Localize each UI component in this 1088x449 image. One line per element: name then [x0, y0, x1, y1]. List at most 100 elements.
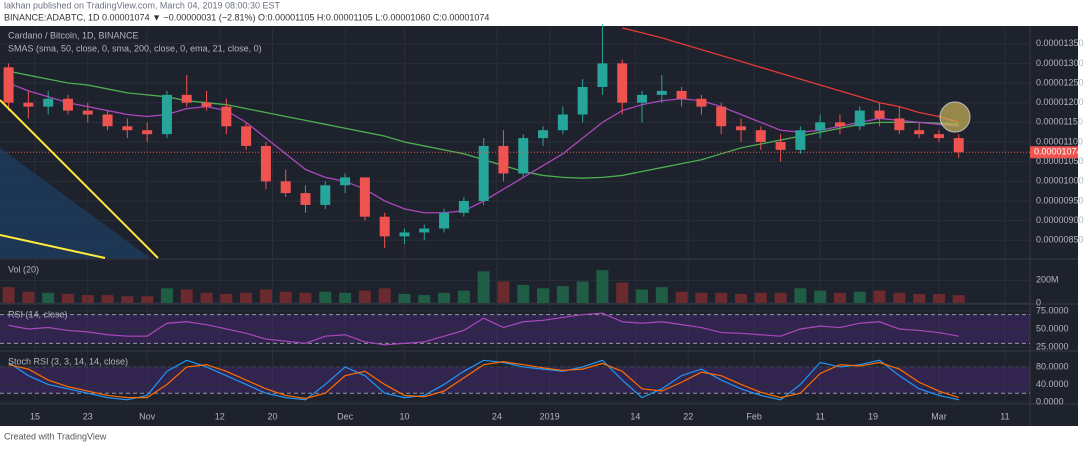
candle-body	[498, 145, 509, 174]
candle-body	[676, 90, 687, 99]
volume-bar	[715, 292, 728, 303]
x-tick-label: 24	[492, 411, 502, 421]
candle-body	[3, 67, 14, 103]
candle-body	[617, 63, 628, 103]
candle-body	[854, 110, 865, 127]
volume-bar	[774, 292, 787, 303]
candle-body	[439, 212, 450, 229]
candle-body	[359, 177, 370, 217]
x-tick-label: Mar	[931, 411, 947, 421]
volume-bar	[477, 271, 490, 303]
volume-bar	[853, 291, 866, 303]
x-tick-label: 2019	[540, 411, 560, 421]
candle-body	[953, 138, 964, 153]
x-tick-label: 11	[1000, 411, 1009, 421]
candle-body	[656, 90, 667, 95]
y-tick-label: 0.00001200	[1036, 97, 1084, 107]
volume-bar	[952, 295, 965, 303]
highlight-circle	[939, 101, 971, 133]
indicator-line	[8, 359, 959, 401]
y-tick-label: 0	[1036, 297, 1041, 307]
y-tick-label: 40.0000	[1036, 379, 1069, 389]
candle-body	[161, 94, 172, 135]
x-tick-label: 22	[683, 411, 693, 421]
volume-bar	[596, 270, 609, 303]
x-tick-label: 15	[30, 411, 40, 421]
x-tick-label: 12	[215, 411, 225, 421]
candle-body	[755, 130, 766, 143]
candle-body	[221, 106, 232, 127]
volume-bar	[497, 281, 510, 303]
volume-bar	[893, 292, 906, 303]
y-tick-label: 0.00001350	[1036, 38, 1084, 48]
candle-body	[716, 106, 727, 127]
y-tick-label: 50.0000	[1036, 323, 1069, 333]
candle-body	[23, 102, 34, 107]
x-tick-label: 19	[868, 411, 878, 421]
indicator-line	[8, 361, 959, 400]
volume-bar	[42, 292, 55, 303]
chart-title: Cardano / Bitcoin, 1D, BINANCE	[8, 30, 139, 40]
candle-body	[241, 126, 252, 146]
volume-bar	[180, 289, 193, 303]
pane-title: Stoch RSI (3, 3, 14, 14, close)	[8, 356, 128, 366]
x-tick-label: 11	[816, 411, 825, 421]
candle-body	[597, 63, 608, 87]
volume-bar	[259, 289, 272, 303]
y-tick-label: 0.00001050	[1036, 156, 1084, 166]
y-tick-label: 25.0000	[1036, 341, 1069, 351]
candle-body	[102, 114, 113, 127]
volume-bar	[438, 292, 451, 303]
last-price-label: 0.00001074	[1034, 147, 1082, 157]
volume-bar	[121, 296, 134, 303]
band	[0, 366, 1030, 394]
volume-bar	[81, 295, 94, 303]
candle-body	[478, 145, 489, 201]
candle-body	[577, 86, 588, 115]
triangle-drawing	[0, 148, 150, 258]
candle-body	[874, 110, 885, 119]
volume-bar	[279, 291, 292, 303]
trend-line	[0, 234, 106, 259]
x-tick-label: Nov	[139, 411, 156, 421]
candle-body	[62, 98, 73, 111]
candle-body	[458, 200, 469, 213]
indicator-line	[622, 27, 959, 123]
candle-body	[379, 216, 390, 237]
volume-bar	[457, 290, 470, 303]
x-tick-label: Dec	[337, 411, 354, 421]
publish-line: lakhan published on TradingView.com, Mar…	[4, 0, 281, 10]
y-tick-label: 200M	[1036, 275, 1059, 285]
y-tick-label: 0.00000950	[1036, 195, 1084, 205]
volume-bar	[576, 281, 589, 303]
symbol-line: BINANCE:ADABTC, 1D 0.00001074 ▼ −0.00000…	[4, 12, 489, 22]
candle-body	[43, 98, 54, 107]
volume-bar	[537, 288, 550, 303]
volume-bar	[2, 287, 15, 303]
candle-body	[201, 102, 212, 107]
volume-bar	[160, 288, 173, 303]
volume-bar	[873, 290, 886, 303]
candle-body	[300, 193, 311, 205]
candle-body	[538, 130, 549, 139]
volume-bar	[636, 289, 649, 303]
y-tick-label: 0.0000	[1036, 396, 1064, 406]
volume-bar	[556, 286, 569, 303]
volume-bar	[734, 293, 747, 303]
candle-body	[142, 130, 153, 135]
volume-bar	[22, 291, 35, 303]
volume-bar	[240, 292, 253, 303]
trend-line	[0, 99, 159, 259]
volume-bar	[358, 290, 371, 303]
candle-body	[735, 126, 746, 131]
volume-bar	[319, 291, 332, 303]
candle-body	[419, 228, 430, 233]
volume-bar	[141, 296, 154, 303]
volume-bar	[913, 293, 926, 303]
y-tick-label: 75.0000	[1036, 305, 1069, 315]
candle-body	[518, 138, 529, 174]
chart-bg	[0, 26, 1078, 426]
volume-bar	[675, 291, 688, 303]
candle-body	[914, 130, 925, 135]
